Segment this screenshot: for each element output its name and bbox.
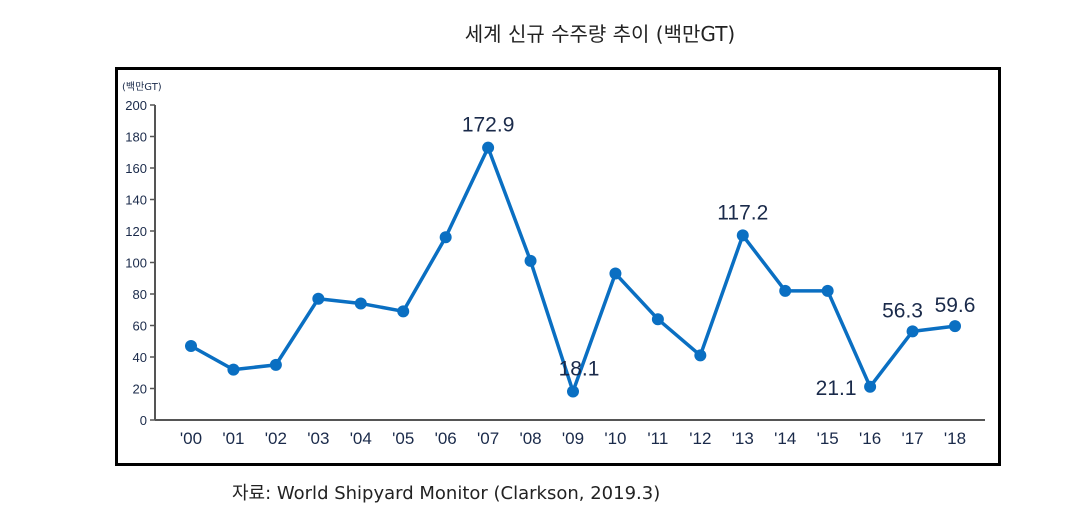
x-tick-label: '12 xyxy=(689,429,711,448)
data-point xyxy=(227,363,240,376)
data-point xyxy=(269,358,282,371)
y-tick-label: 0 xyxy=(140,413,147,428)
data-point xyxy=(482,141,495,154)
x-tick-label: '10 xyxy=(604,429,626,448)
data-label: 18.1 xyxy=(559,357,600,380)
data-point xyxy=(949,320,961,333)
data-point xyxy=(906,325,919,338)
x-tick-label: '18 xyxy=(944,429,966,448)
x-tick-label: '11 xyxy=(647,429,668,448)
y-tick-label: 40 xyxy=(133,350,147,365)
x-tick-label: '16 xyxy=(859,429,881,448)
data-label: 21.1 xyxy=(816,377,857,400)
y-tick-label: 20 xyxy=(133,382,147,397)
data-label: 117.2 xyxy=(717,201,768,224)
x-tick-label: '05 xyxy=(392,429,414,448)
data-point xyxy=(864,380,877,393)
y-tick-label: 180 xyxy=(125,130,147,145)
chart-frame xyxy=(115,67,1001,466)
x-tick-label: '06 xyxy=(435,429,457,448)
x-tick-label: '02 xyxy=(265,429,287,448)
data-point xyxy=(609,267,622,280)
y-tick-label: 80 xyxy=(133,287,147,302)
x-tick-label: '01 xyxy=(222,429,244,448)
x-tick-label: '13 xyxy=(732,429,754,448)
x-tick-label: '03 xyxy=(307,429,329,448)
x-tick-label: '00 xyxy=(180,429,202,448)
series-line xyxy=(190,145,956,394)
data-label: 56.3 xyxy=(882,299,923,322)
data-point xyxy=(185,339,197,352)
data-point xyxy=(821,284,834,297)
data-point xyxy=(736,229,749,242)
y-tick-label: 60 xyxy=(133,319,147,334)
x-tick-label: '14 xyxy=(774,429,796,448)
data-point xyxy=(567,385,579,398)
x-tick-label: '07 xyxy=(477,429,499,448)
x-tick-label: '04 xyxy=(350,429,372,448)
x-tick-label: '17 xyxy=(901,429,923,448)
data-label: 59.6 xyxy=(935,294,976,317)
data-point xyxy=(694,349,707,362)
data-point xyxy=(397,305,410,318)
data-point xyxy=(524,254,537,267)
chart-title: 세계 신규 수주량 추이 (백만GT) xyxy=(464,22,736,46)
y-tick-label: 160 xyxy=(125,161,147,176)
x-tick-label: '09 xyxy=(562,429,584,448)
y-axis-unit-label: (백만GT) xyxy=(122,81,162,93)
y-tick-label: 120 xyxy=(125,224,147,239)
data-point xyxy=(651,313,664,326)
x-tick-label: '15 xyxy=(817,429,839,448)
data-point xyxy=(354,297,367,310)
data-point xyxy=(439,231,452,244)
data-point xyxy=(312,292,325,305)
data-point xyxy=(779,284,792,297)
y-tick-label: 100 xyxy=(125,256,147,271)
x-tick-label: '08 xyxy=(519,429,541,448)
data-label: 172.9 xyxy=(462,114,515,137)
y-tick-label: 200 xyxy=(125,98,147,113)
source-note: 자료: World Shipyard Monitor (Clarkson, 20… xyxy=(232,483,661,504)
y-tick-label: 140 xyxy=(125,193,147,208)
